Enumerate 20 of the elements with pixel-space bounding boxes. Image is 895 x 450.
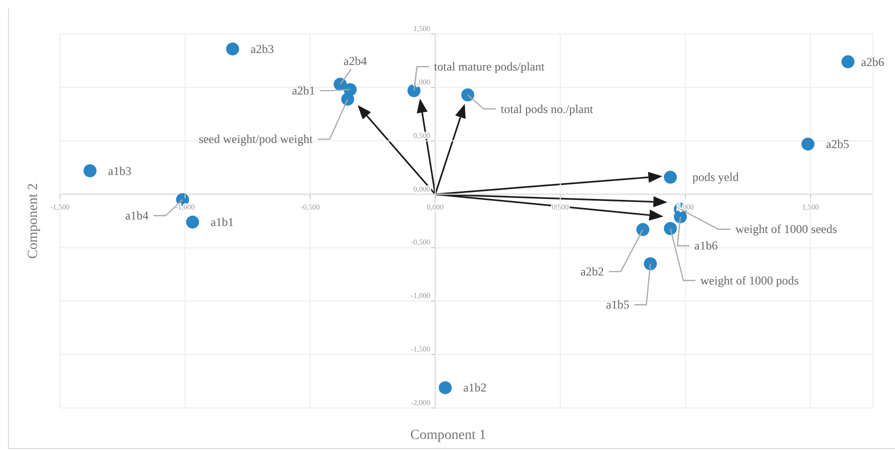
annotation: a1b2 [463, 380, 487, 395]
annotation: a1b6 [694, 238, 718, 253]
y-axis-title: Component 2 [26, 183, 41, 259]
annotation: pods yeld [692, 170, 739, 184]
annotation: a2b3 [250, 42, 274, 56]
annotation: seed weight/pod weight [198, 132, 314, 146]
annotation: a2b1 [292, 84, 316, 98]
annotation: a2b2 [580, 264, 604, 279]
annotation: a1b5 [606, 298, 630, 312]
annotation: a2b6 [860, 54, 884, 69]
annotation: total pods no./plant [500, 102, 594, 116]
annotation: a1b3 [108, 164, 132, 178]
annotation: a2b5 [826, 137, 850, 152]
x-axis-title: Component 1 [410, 428, 486, 443]
annotation: a1b1 [210, 215, 234, 230]
annotation: weight of 1000 pods [700, 273, 800, 288]
annotation: a1b4 [125, 208, 149, 223]
annotation: weight of 1000 seeds [735, 222, 838, 236]
annotation: a2b4 [344, 54, 367, 68]
annotation: total mature pods/plant [434, 60, 546, 74]
